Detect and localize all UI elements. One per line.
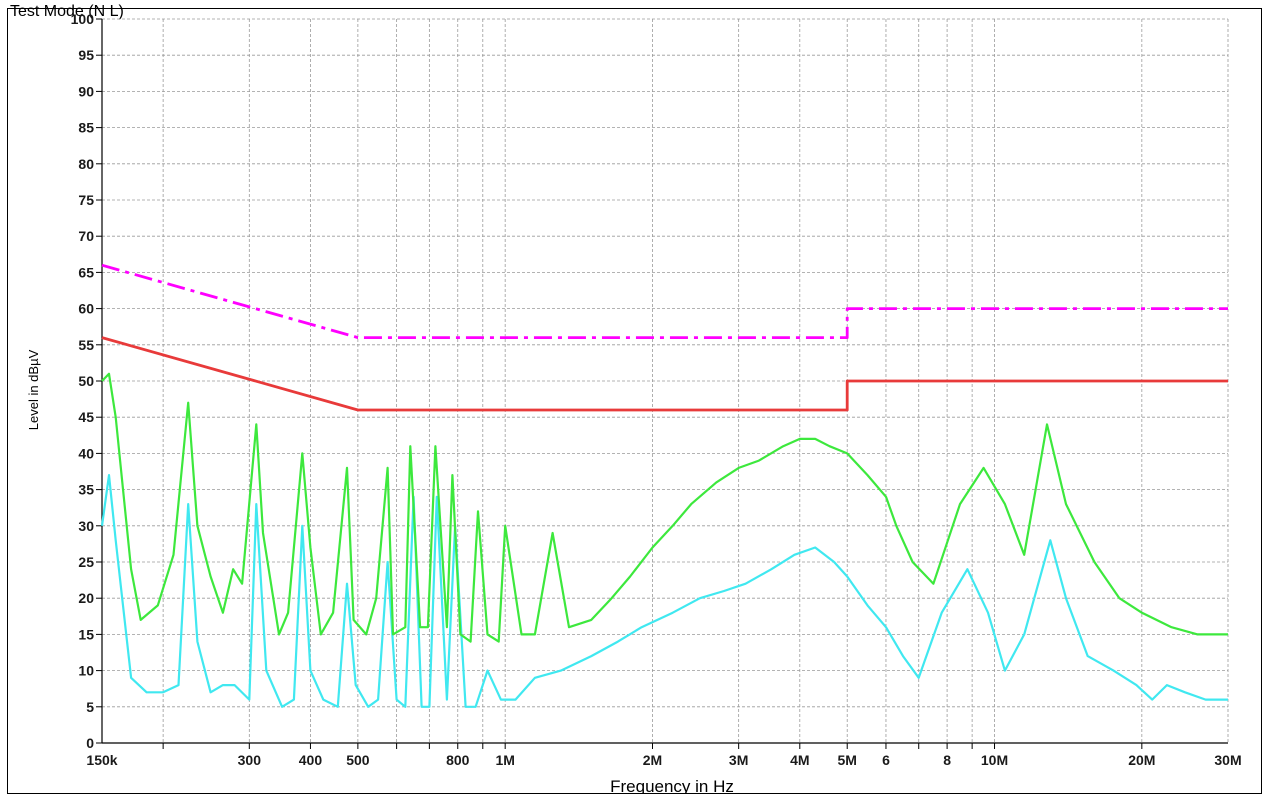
qp-limit-line	[101, 263, 1228, 340]
y-tick-label: 30	[78, 518, 94, 534]
y-tick-label: 100	[71, 11, 95, 27]
chart-frame: Test Mode (N L)	[7, 3, 1262, 794]
y-tick-label: 90	[78, 83, 94, 99]
y-tick-label: 55	[78, 337, 94, 353]
labels-layer: 0 5 10 15 20 25 30 35 40 45 50 55 60 65 70 75 80 85 90 95 10…	[71, 11, 1242, 768]
avg-trace-line	[100, 474, 1228, 708]
y-tick-label: 60	[78, 301, 94, 317]
y-tick-label: 35	[78, 482, 94, 498]
x-tick-label: 500	[346, 752, 370, 768]
y-tick-label: 70	[78, 228, 94, 244]
y-tick-label: 95	[78, 47, 94, 63]
y-axis-title: Level in dBµV	[26, 349, 41, 430]
y-tick-label: 45	[78, 409, 94, 425]
x-tick-label: 150k	[86, 752, 117, 768]
y-tick-label: 40	[78, 445, 94, 461]
y-tick-label: 50	[78, 373, 94, 389]
x-tick-label: 30M	[1214, 752, 1241, 768]
y-tick-label: 15	[78, 626, 94, 642]
chart-header: Test Mode (N L)	[10, 3, 124, 20]
y-tick-label: 5	[86, 699, 94, 715]
y-tick-label: 75	[78, 192, 94, 208]
series-layer	[100, 263, 1228, 708]
x-tick-label: 20M	[1128, 752, 1155, 768]
y-tick-label: 20	[78, 590, 94, 606]
x-axis-title: Frequency in Hz	[610, 777, 734, 794]
x-tick-label: 400	[299, 752, 323, 768]
x-tick-label: 4M	[790, 752, 809, 768]
y-tick-label: 85	[78, 120, 94, 136]
x-tick-label: 5M	[837, 752, 856, 768]
y-tick-label: 0	[86, 735, 94, 751]
x-tick-label: 8	[943, 752, 951, 768]
y-tick-label: 25	[78, 554, 94, 570]
grid-layer	[102, 18, 1229, 743]
x-tick-label: 1M	[495, 752, 514, 768]
x-tick-label: 6	[882, 752, 890, 768]
avg-limit-line	[101, 336, 1228, 412]
x-tick-label: 10M	[981, 752, 1008, 768]
y-tick-label: 80	[78, 156, 94, 172]
x-tick-label: 300	[238, 752, 262, 768]
peak-trace-line	[101, 372, 1228, 643]
x-tick-label: 800	[446, 752, 470, 768]
y-tick-label: 65	[78, 264, 94, 280]
y-tick-label: 10	[78, 663, 94, 679]
x-tick-label: 2M	[643, 752, 662, 768]
x-tick-label: 3M	[729, 752, 748, 768]
